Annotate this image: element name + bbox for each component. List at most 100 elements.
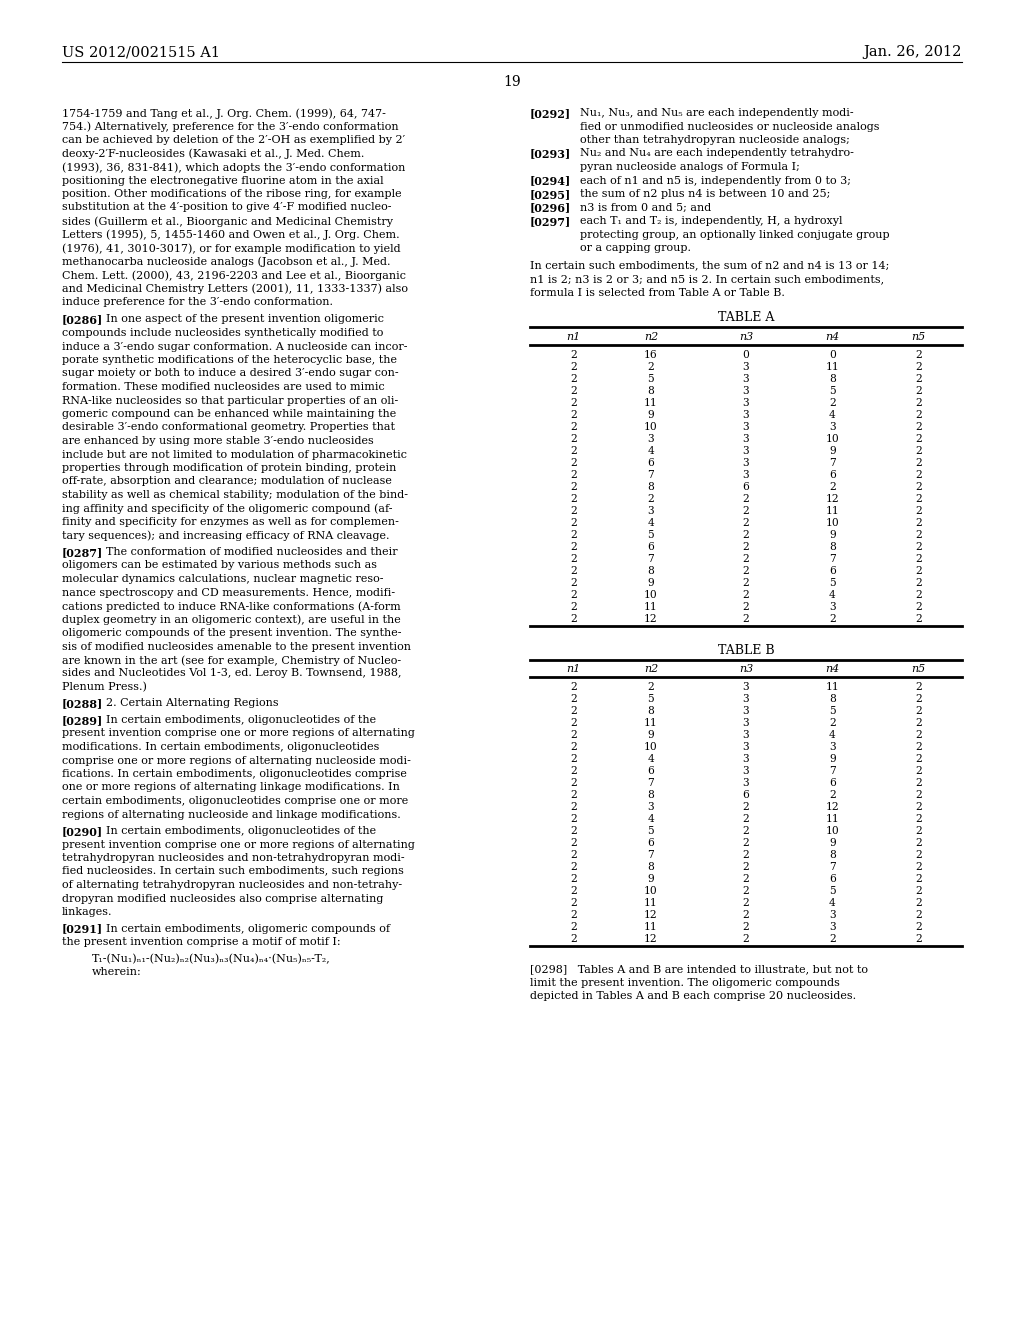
Text: 2. Certain Alternating Regions: 2. Certain Alternating Regions <box>106 698 279 709</box>
Text: 2: 2 <box>915 682 923 692</box>
Text: 3: 3 <box>742 754 750 764</box>
Text: sis of modified nucleosides amenable to the present invention: sis of modified nucleosides amenable to … <box>62 642 411 652</box>
Text: n3: n3 <box>739 664 753 675</box>
Text: 2: 2 <box>742 814 750 824</box>
Text: 8: 8 <box>829 541 836 552</box>
Text: 2: 2 <box>915 862 923 873</box>
Text: sugar moiety or both to induce a desired 3′-endo sugar con-: sugar moiety or both to induce a desired… <box>62 368 398 379</box>
Text: 2: 2 <box>915 921 923 932</box>
Text: dropyran modified nucleosides also comprise alternating: dropyran modified nucleosides also compr… <box>62 894 383 903</box>
Text: 3: 3 <box>742 718 750 729</box>
Text: n1: n1 <box>566 333 581 342</box>
Text: one or more regions of alternating linkage modifications. In: one or more regions of alternating linka… <box>62 783 400 792</box>
Text: 2: 2 <box>569 529 577 540</box>
Text: regions of alternating nucleoside and linkage modifications.: regions of alternating nucleoside and li… <box>62 809 400 820</box>
Text: 2: 2 <box>569 766 577 776</box>
Text: 7: 7 <box>647 553 654 564</box>
Text: 10: 10 <box>644 421 657 432</box>
Text: In certain embodiments, oligomeric compounds of: In certain embodiments, oligomeric compo… <box>106 924 390 933</box>
Text: 3: 3 <box>742 362 750 371</box>
Text: 2: 2 <box>569 730 577 741</box>
Text: 6: 6 <box>829 565 836 576</box>
Text: Jan. 26, 2012: Jan. 26, 2012 <box>863 45 962 59</box>
Text: 2: 2 <box>569 814 577 824</box>
Text: 3: 3 <box>742 397 750 408</box>
Text: 2: 2 <box>647 494 654 503</box>
Text: and Medicinal Chemistry Letters (2001), 11, 1333-1337) also: and Medicinal Chemistry Letters (2001), … <box>62 284 408 294</box>
Text: 3: 3 <box>742 766 750 776</box>
Text: 2: 2 <box>569 614 577 623</box>
Text: desirable 3′-endo conformational geometry. Properties that: desirable 3′-endo conformational geometr… <box>62 422 395 433</box>
Text: 3: 3 <box>742 374 750 384</box>
Text: Nu₂ and Nu₄ are each independently tetrahydro-: Nu₂ and Nu₄ are each independently tetra… <box>580 149 854 158</box>
Text: 2: 2 <box>742 826 750 836</box>
Text: 2: 2 <box>915 766 923 776</box>
Text: 2: 2 <box>569 350 577 359</box>
Text: 2: 2 <box>569 565 577 576</box>
Text: 2: 2 <box>742 921 750 932</box>
Text: 3: 3 <box>742 458 750 467</box>
Text: 2: 2 <box>647 682 654 692</box>
Text: sides (Guillerm et al., Bioorganic and Medicinal Chemistry: sides (Guillerm et al., Bioorganic and M… <box>62 216 393 227</box>
Text: 2: 2 <box>569 397 577 408</box>
Text: 2: 2 <box>569 874 577 884</box>
Text: [0293]: [0293] <box>530 149 571 160</box>
Text: 2: 2 <box>915 433 923 444</box>
Text: 4: 4 <box>647 446 654 455</box>
Text: 2: 2 <box>742 874 750 884</box>
Text: 2: 2 <box>915 789 923 800</box>
Text: 2: 2 <box>829 397 836 408</box>
Text: 10: 10 <box>644 590 657 599</box>
Text: 3: 3 <box>742 706 750 715</box>
Text: compounds include nucleosides synthetically modified to: compounds include nucleosides synthetica… <box>62 327 383 338</box>
Text: 1754-1759 and Tang et al., J. Org. Chem. (1999), 64, 747-: 1754-1759 and Tang et al., J. Org. Chem.… <box>62 108 386 119</box>
Text: 2: 2 <box>569 777 577 788</box>
Text: 3: 3 <box>742 777 750 788</box>
Text: 0: 0 <box>742 350 750 359</box>
Text: 5: 5 <box>829 706 836 715</box>
Text: 2: 2 <box>915 421 923 432</box>
Text: 2: 2 <box>742 886 750 896</box>
Text: Plenum Press.): Plenum Press.) <box>62 682 146 692</box>
Text: fied nucleosides. In certain such embodiments, such regions: fied nucleosides. In certain such embodi… <box>62 866 403 876</box>
Text: 10: 10 <box>644 886 657 896</box>
Text: TABLE B: TABLE B <box>718 644 774 656</box>
Text: 2: 2 <box>742 541 750 552</box>
Text: 6: 6 <box>829 777 836 788</box>
Text: 2: 2 <box>829 482 836 491</box>
Text: 2: 2 <box>569 458 577 467</box>
Text: 6: 6 <box>647 766 654 776</box>
Text: 2: 2 <box>569 754 577 764</box>
Text: 2: 2 <box>569 850 577 861</box>
Text: 2: 2 <box>569 826 577 836</box>
Text: 5: 5 <box>829 578 836 587</box>
Text: 2: 2 <box>829 614 836 623</box>
Text: 2: 2 <box>742 838 750 847</box>
Text: 2: 2 <box>569 838 577 847</box>
Text: pyran nucleoside analogs of Formula I;: pyran nucleoside analogs of Formula I; <box>580 162 800 172</box>
Text: 2: 2 <box>915 385 923 396</box>
Text: 2: 2 <box>569 385 577 396</box>
Text: the sum of n2 plus n4 is between 10 and 25;: the sum of n2 plus n4 is between 10 and … <box>580 189 830 199</box>
Text: 11: 11 <box>644 602 657 611</box>
Text: 2: 2 <box>742 850 750 861</box>
Text: molecular dynamics calculations, nuclear magnetic reso-: molecular dynamics calculations, nuclear… <box>62 574 384 583</box>
Text: 2: 2 <box>915 754 923 764</box>
Text: position. Other modifications of the ribose ring, for example: position. Other modifications of the rib… <box>62 189 401 199</box>
Text: 3: 3 <box>829 602 836 611</box>
Text: 5: 5 <box>829 385 836 396</box>
Text: 8: 8 <box>647 482 654 491</box>
Text: 12: 12 <box>644 614 657 623</box>
Text: 11: 11 <box>825 506 840 516</box>
Text: 2: 2 <box>569 421 577 432</box>
Text: tetrahydropyran nucleosides and non-tetrahydropyran modi-: tetrahydropyran nucleosides and non-tetr… <box>62 853 404 863</box>
Text: 7: 7 <box>829 553 836 564</box>
Text: certain embodiments, oligonucleotides comprise one or more: certain embodiments, oligonucleotides co… <box>62 796 409 807</box>
Text: 5: 5 <box>829 886 836 896</box>
Text: 4: 4 <box>829 898 836 908</box>
Text: Nu₁, Nu₃, and Nu₅ are each independently modi-: Nu₁, Nu₃, and Nu₅ are each independently… <box>580 108 854 117</box>
Text: 8: 8 <box>647 706 654 715</box>
Text: 2: 2 <box>829 935 836 944</box>
Text: the present invention comprise a motif of motif I:: the present invention comprise a motif o… <box>62 937 341 946</box>
Text: 3: 3 <box>829 421 836 432</box>
